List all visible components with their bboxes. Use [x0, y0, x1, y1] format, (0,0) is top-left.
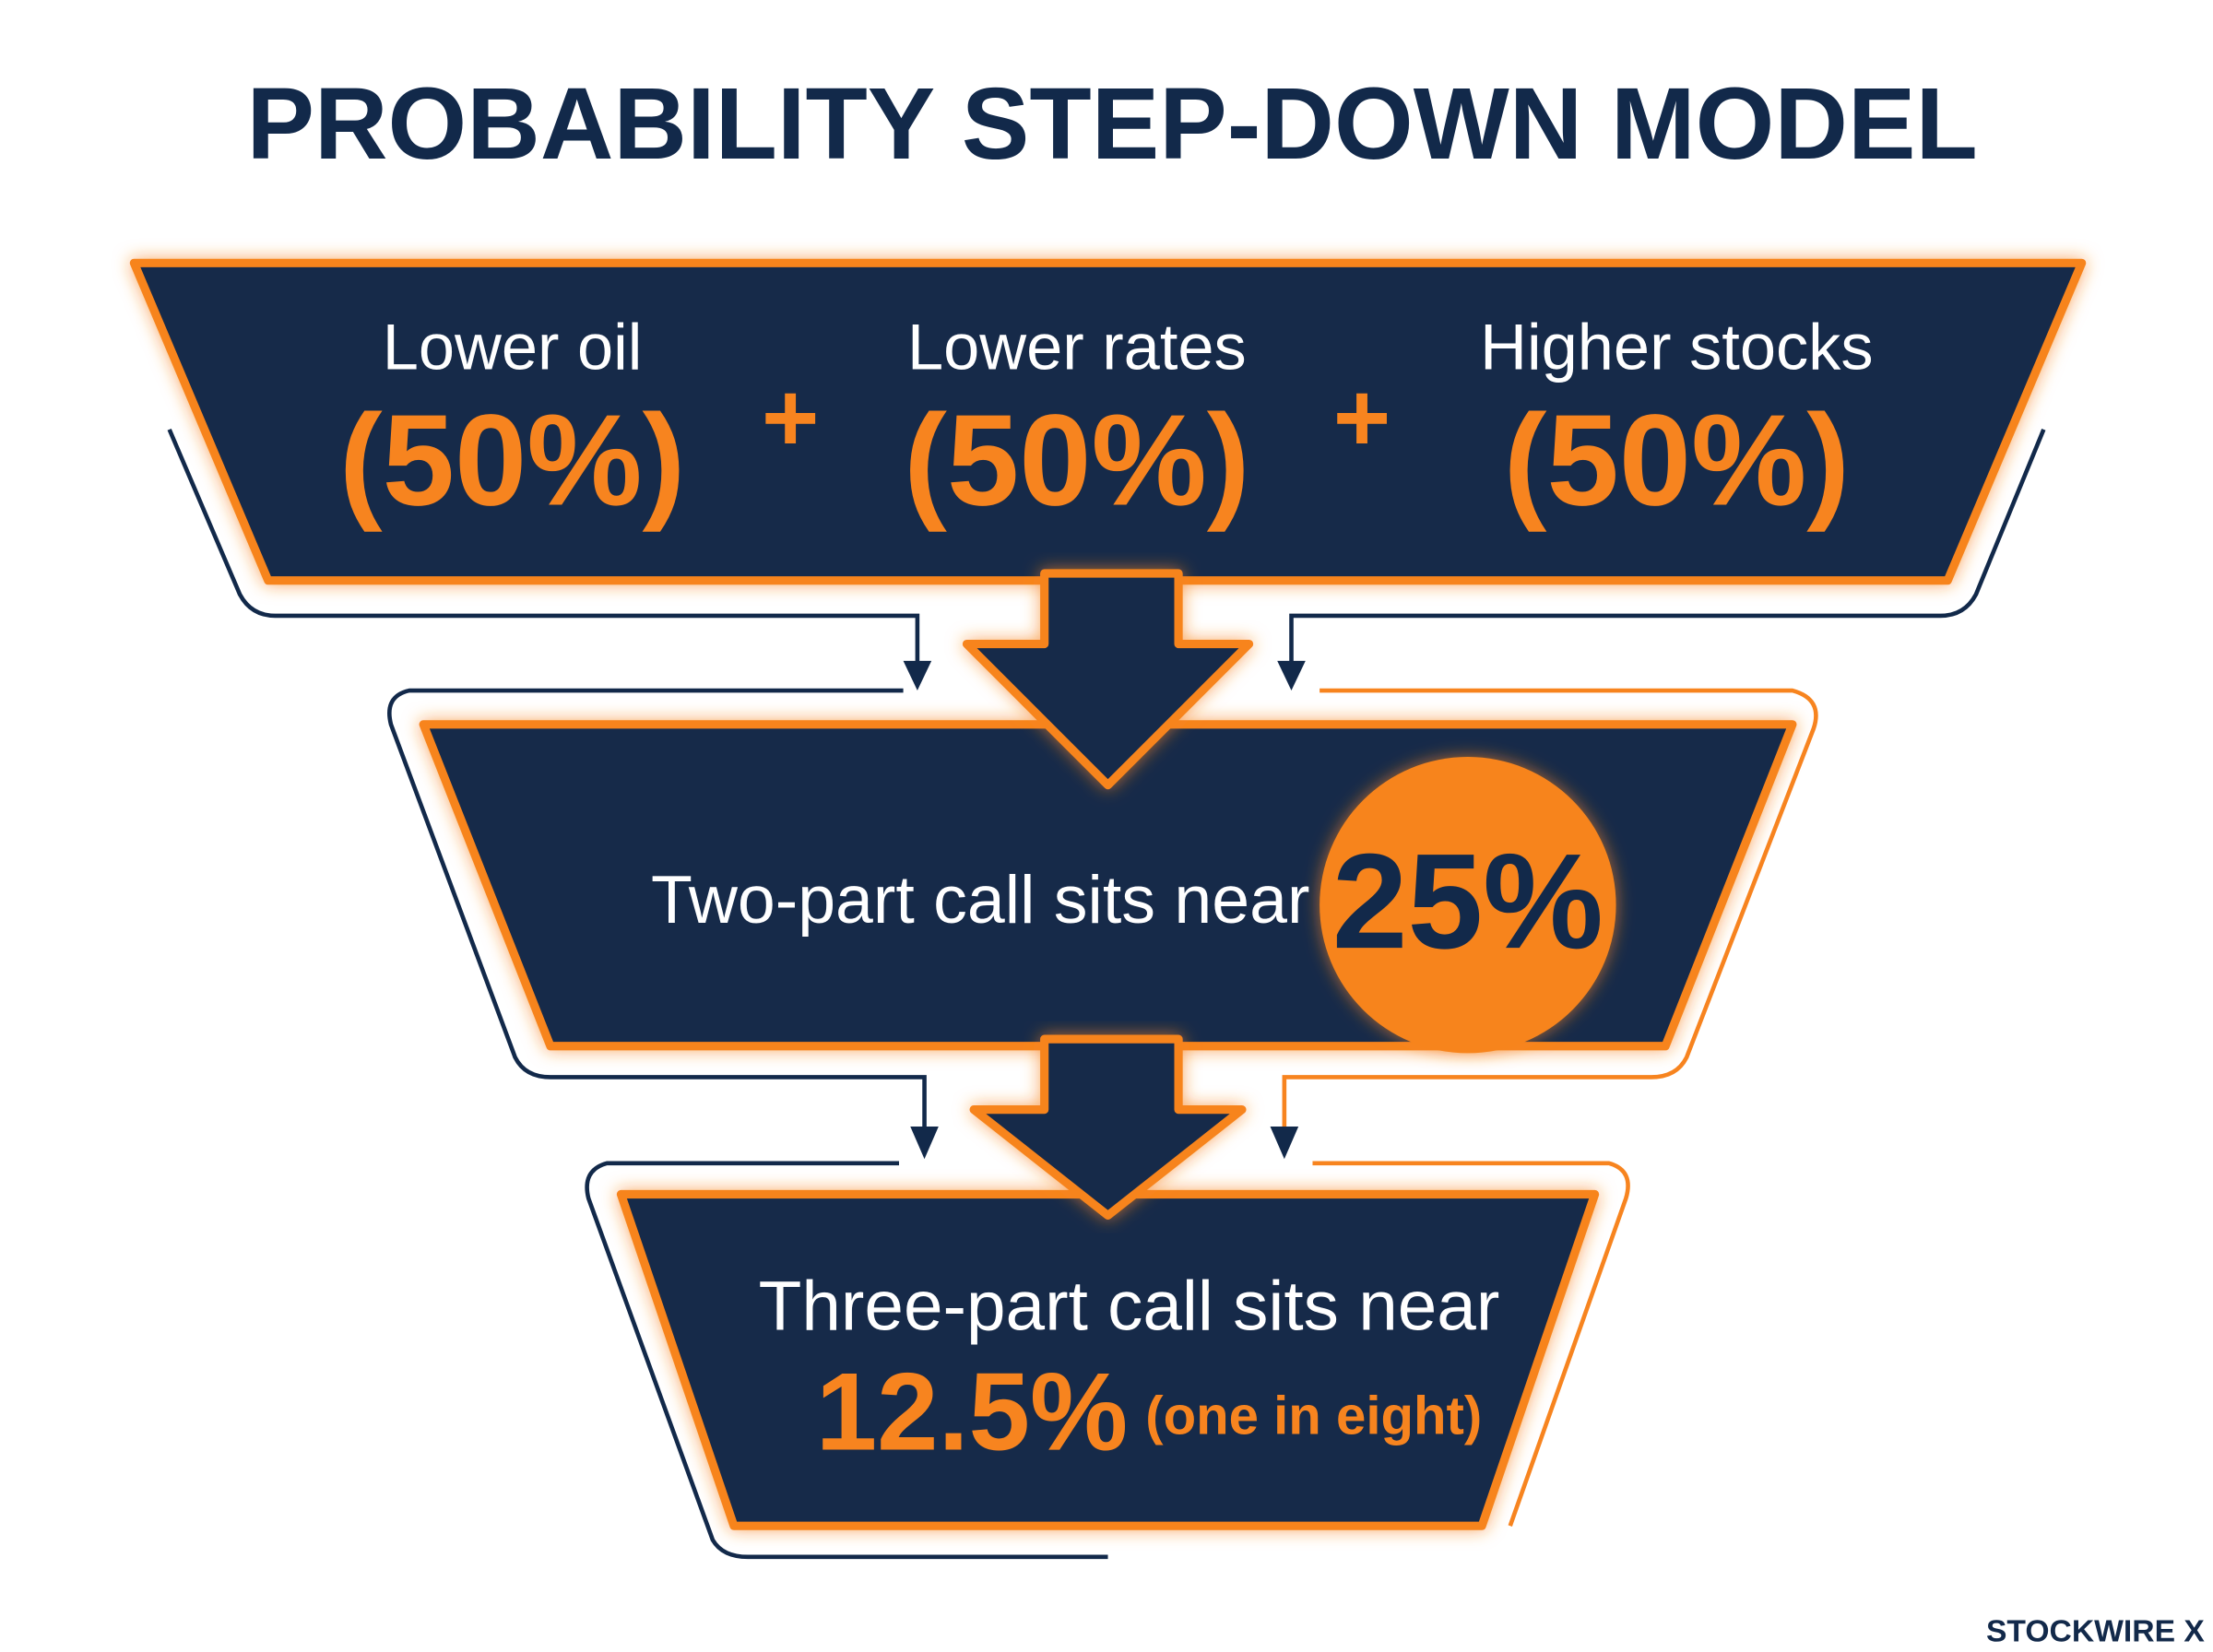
down-arrow: [962, 569, 1254, 790]
stage-probability: 25%: [1332, 826, 1604, 977]
factor-probability: (50%): [904, 387, 1250, 532]
stage-probability: 12.5%: [816, 1351, 1128, 1473]
factor-probability: (50%): [339, 387, 686, 532]
brand: STOCKWIRE X: [1986, 1614, 2205, 1648]
operator: +: [1333, 362, 1391, 473]
decorative-lines: [167, 428, 2046, 1560]
factors-box: [129, 258, 2087, 585]
stage-text: Two-part call sits near: [651, 861, 1309, 938]
factor-probability: (50%): [1504, 387, 1851, 532]
factor-label: Lower rates: [907, 310, 1247, 383]
operator: +: [762, 362, 820, 473]
stage-result: 12.5% (one in eight): [816, 1351, 1483, 1473]
factor-label: Lower oil: [383, 310, 643, 383]
highlight-circle: [1320, 757, 1616, 1054]
stage-text: Three-part call sits near: [759, 1268, 1500, 1346]
stage-note: (one in eight): [1145, 1386, 1482, 1446]
title: PROBABILITY STEP-DOWN MODEL: [246, 67, 1977, 181]
stage-box: [616, 1189, 1600, 1530]
factor-label: Higher stocks: [1480, 310, 1873, 383]
down-arrow: [969, 1034, 1247, 1221]
